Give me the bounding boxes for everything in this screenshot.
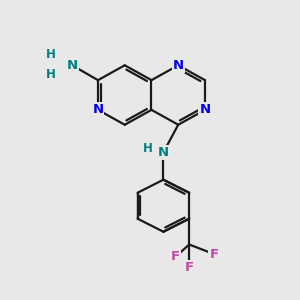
Text: H: H <box>46 68 56 81</box>
Text: N: N <box>92 103 104 116</box>
Text: F: F <box>185 261 194 274</box>
Text: F: F <box>209 248 218 260</box>
Text: N: N <box>200 103 211 116</box>
Text: N: N <box>173 59 184 72</box>
Text: N: N <box>158 146 169 159</box>
Text: H: H <box>143 142 153 155</box>
Text: N: N <box>67 59 78 72</box>
Text: F: F <box>171 250 180 263</box>
Text: H: H <box>46 48 56 62</box>
